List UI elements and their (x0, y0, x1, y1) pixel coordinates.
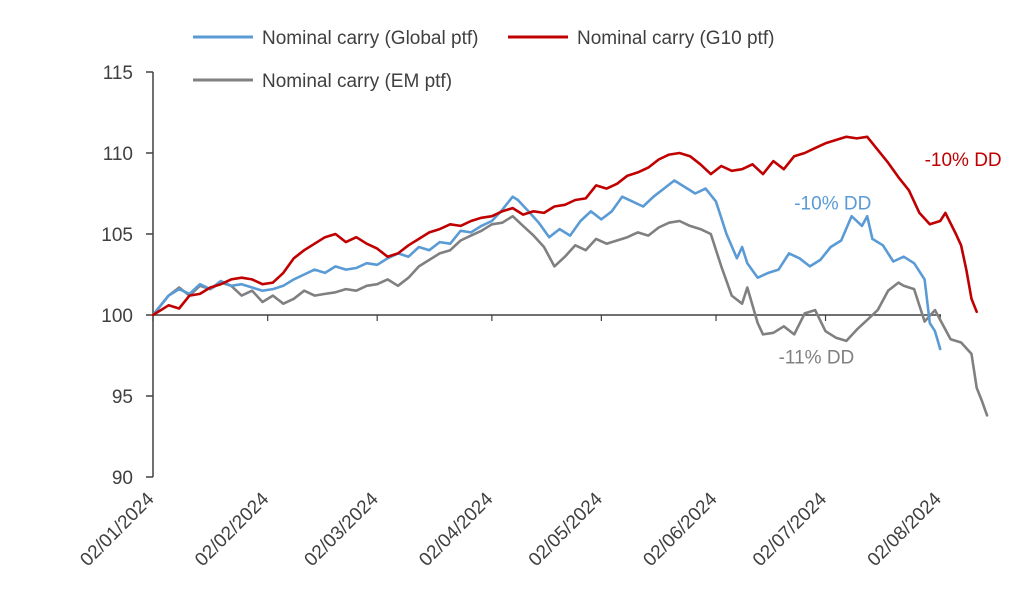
legend-label-g10: Nominal carry (G10 ptf) (577, 28, 774, 49)
y-axis-ticks: 90 95 100 105 110 115 (101, 63, 153, 489)
y-tick-label: 90 (112, 468, 133, 489)
x-tick-label: 02/01/2024 (76, 488, 158, 570)
x-tick-label: 02/02/2024 (191, 488, 273, 570)
x-tick-label: 02/03/2024 (301, 488, 383, 570)
y-tick-label: 115 (103, 63, 133, 84)
legend: Nominal carry (Global ptf) Nominal carry… (193, 28, 774, 92)
x-tick-label: 02/04/2024 (415, 488, 497, 570)
x-tick-label: 02/06/2024 (639, 488, 721, 570)
y-tick-label: 95 (112, 387, 133, 408)
axes (152, 72, 941, 477)
x-tick-label: 02/08/2024 (864, 488, 946, 570)
y-tick-label: 100 (101, 306, 133, 327)
legend-label-em: Nominal carry (EM ptf) (262, 71, 452, 92)
y-tick-label: 105 (101, 225, 133, 246)
series-line-nominal-carry-global-ptf (151, 179, 942, 351)
y-tick-label: 110 (103, 144, 133, 165)
annotations: -10% DD -10% DD -11% DD (779, 150, 1002, 369)
annotation-label: -10% DD (794, 194, 871, 215)
x-tick-label: 02/05/2024 (525, 488, 607, 570)
series-line-nominal-carry-em-ptf (151, 214, 989, 417)
annotation-label: -10% DD (925, 150, 1002, 171)
legend-label-global: Nominal carry (Global ptf) (262, 28, 478, 49)
x-tick-label: 02/07/2024 (749, 488, 831, 570)
series-line-nominal-carry-g10-ptf (151, 135, 978, 317)
annotation-label: -11% DD (779, 348, 855, 369)
series-layer (151, 135, 989, 417)
